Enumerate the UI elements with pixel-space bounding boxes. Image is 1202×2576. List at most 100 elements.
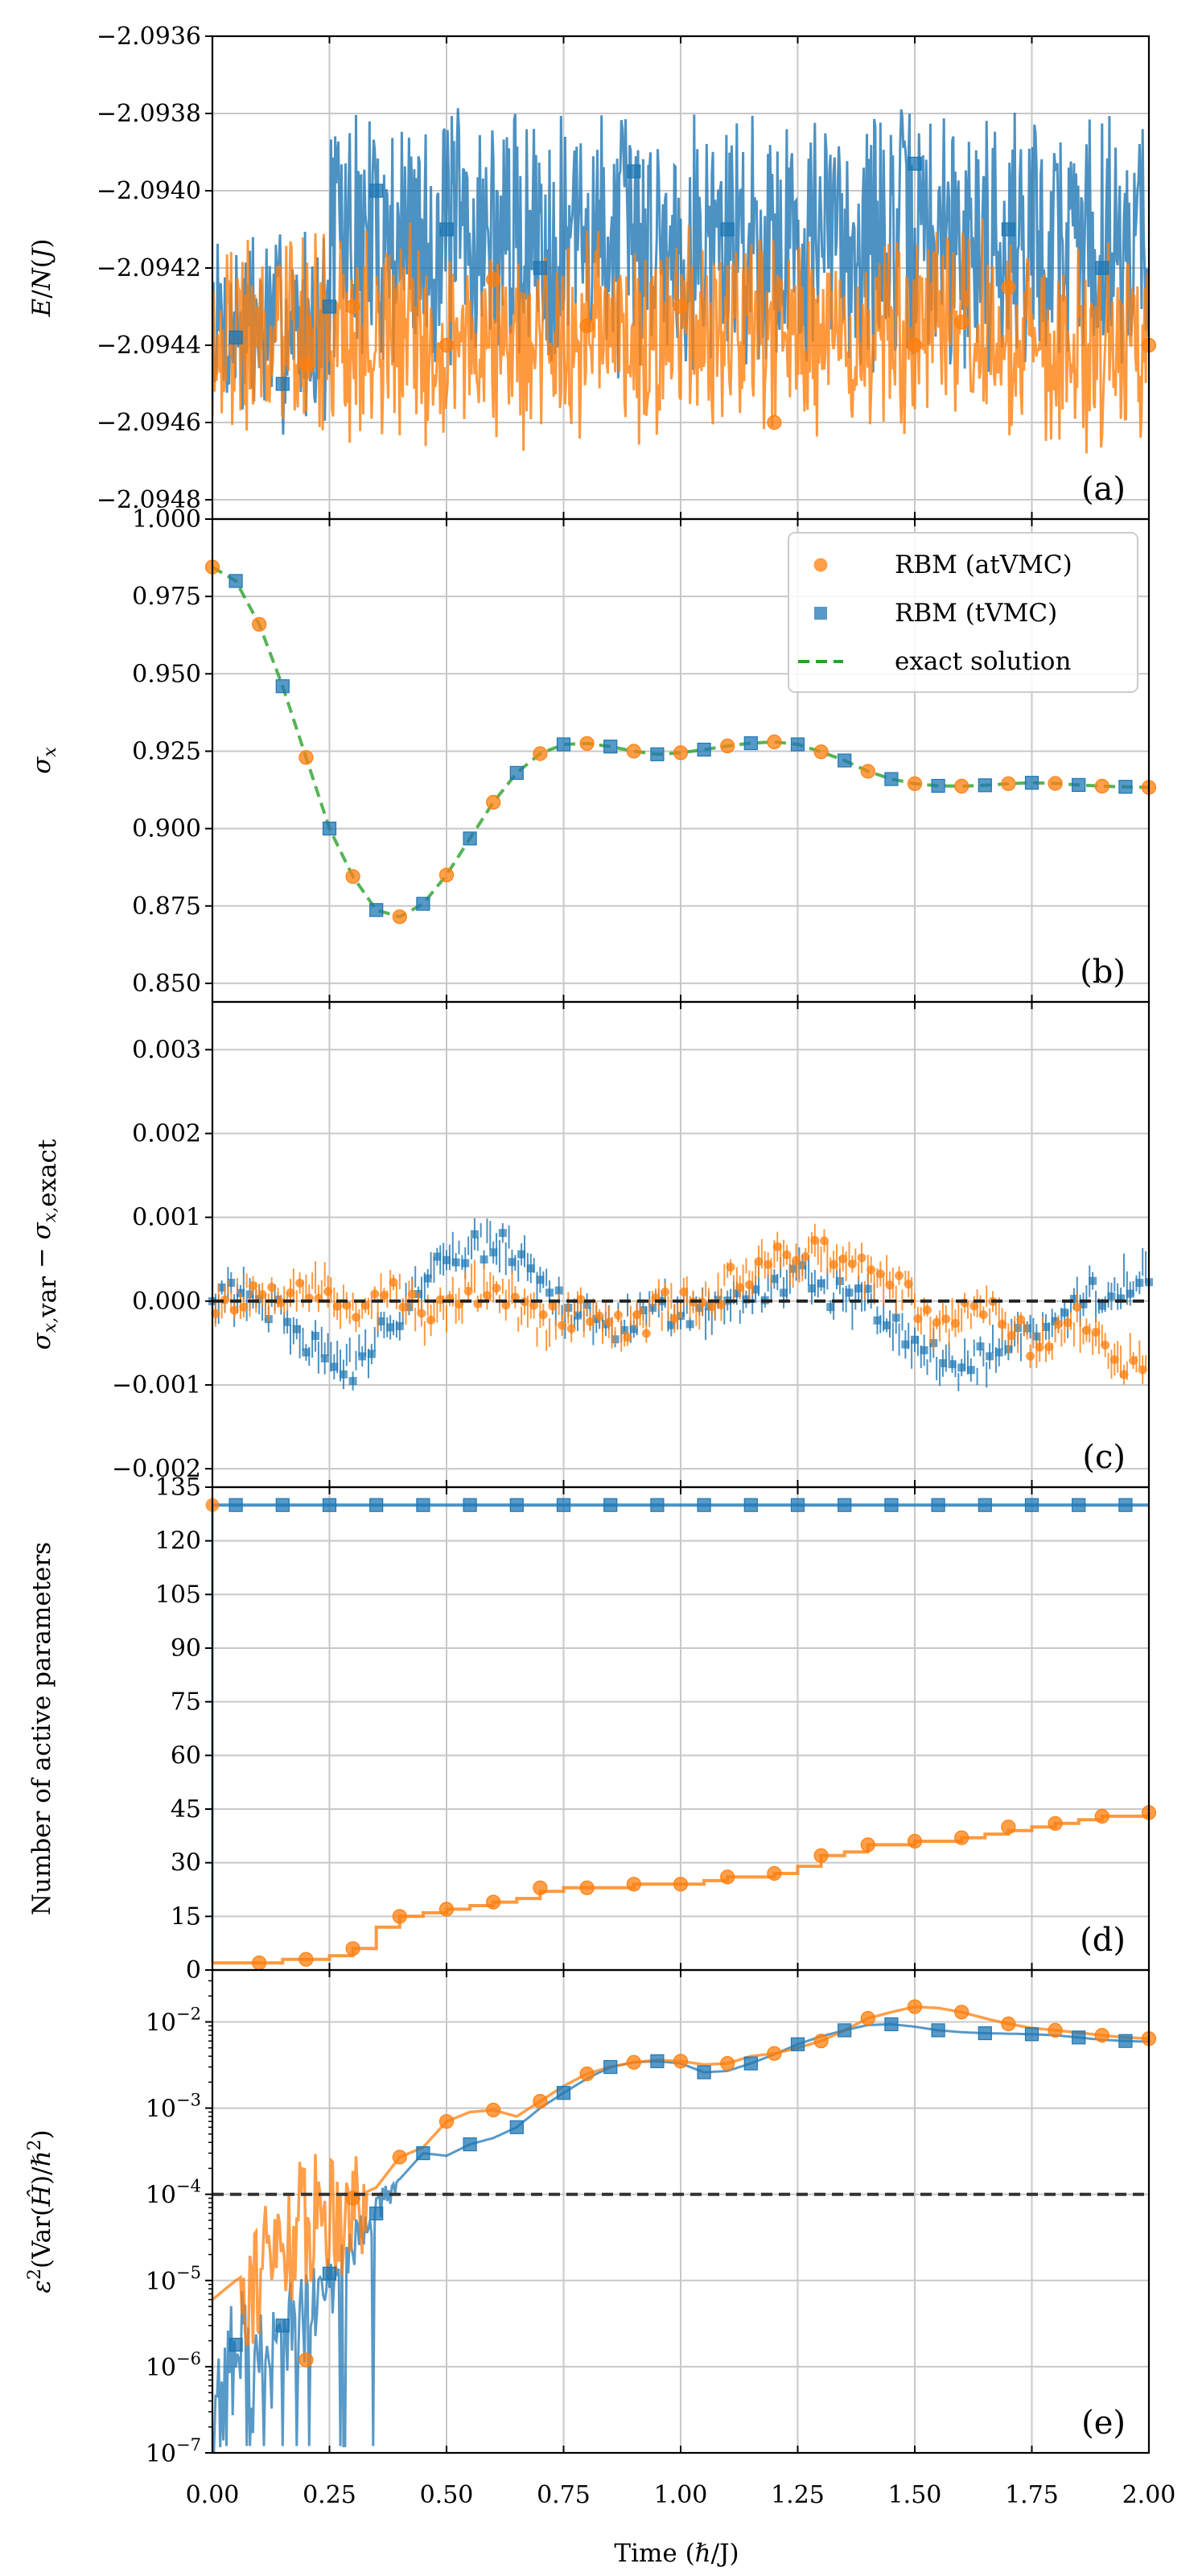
atvmc-point: [1101, 1340, 1110, 1350]
x-tick-label: 1.00: [654, 2481, 708, 2509]
atvmc-marker: [907, 1833, 923, 1849]
tvmc-point: [423, 1274, 432, 1283]
atvmc-marker: [1094, 1808, 1109, 1824]
tvmc-point: [1041, 1322, 1050, 1331]
tvmc-marker: [743, 1498, 758, 1512]
tvmc-marker: [884, 772, 899, 786]
tvmc-marker: [1072, 1498, 1086, 1512]
tvmc-marker: [931, 778, 945, 793]
tvmc-point: [901, 1340, 910, 1349]
tvmc-point: [395, 1321, 404, 1330]
panel-frame: [211, 1968, 1151, 2454]
atvmc-marker: [298, 1952, 314, 1967]
tvmc-point: [1069, 1295, 1078, 1304]
tvmc-point: [863, 1284, 872, 1293]
tvmc-point: [367, 1350, 376, 1358]
tvmc-marker: [416, 1498, 430, 1512]
y-tick-label: 0.950: [132, 660, 201, 688]
atvmc-energy-line: [212, 218, 1149, 454]
tvmc-marker: [1024, 776, 1039, 790]
atvmc-point: [211, 1309, 220, 1318]
tvmc-point: [986, 1352, 994, 1361]
atvmc-point: [978, 1310, 988, 1320]
atvmc-point: [1035, 1342, 1044, 1352]
tvmc-marker: [322, 821, 337, 836]
tvmc-marker: [1118, 1498, 1133, 1512]
y-tick-label: 0.003: [132, 1036, 201, 1064]
atvmc-point: [726, 1263, 735, 1272]
y-tick-label: 0.002: [132, 1120, 201, 1148]
tvmc-marker: [931, 2023, 945, 2038]
atvmc-marker: [860, 2010, 875, 2026]
tvmc-marker: [978, 778, 992, 793]
y-axis-label: Number of active parameters: [27, 1542, 56, 1915]
atvmc-marker: [533, 2094, 548, 2109]
atvmc-point: [923, 1305, 932, 1315]
atvmc-marker: [298, 750, 314, 765]
atvmc-point: [913, 1314, 923, 1324]
tvmc-marker: [275, 2318, 290, 2333]
atvmc-point: [417, 1309, 426, 1318]
atvmc-point: [323, 1287, 333, 1296]
tvmc-marker: [603, 1498, 618, 1512]
tvmc-marker: [790, 737, 805, 752]
tvmc-marker: [1001, 222, 1016, 237]
tvmc-marker: [650, 1498, 665, 1512]
y-tick-label: 0.001: [132, 1204, 201, 1232]
y-tick-label: 0: [186, 1956, 201, 1985]
atvmc-point: [838, 1254, 848, 1263]
tvmc-marker: [884, 2017, 899, 2031]
tvmc-marker: [228, 2338, 243, 2352]
atvmc-point: [1072, 1302, 1082, 1312]
y-tick-label: −2.0948: [97, 486, 201, 514]
y-tick-label: −2.0946: [97, 409, 201, 437]
tvmc-marker: [931, 1498, 945, 1512]
y-tick-label: −0.001: [112, 1371, 201, 1399]
tvmc-marker: [228, 574, 243, 588]
tvmc-point: [311, 1332, 320, 1341]
atvmc-point: [950, 1318, 960, 1328]
exact-solution-line: [211, 565, 1150, 919]
atvmc-point: [819, 1236, 829, 1246]
atvmc-marker: [626, 2055, 641, 2070]
y-tick-label: 30: [171, 1849, 201, 1877]
tvmc-point: [770, 1275, 779, 1284]
atvmc-marker: [486, 794, 501, 810]
atvmc-marker: [767, 2046, 782, 2061]
tvmc-marker: [439, 222, 454, 237]
atvmc-point: [1016, 1315, 1026, 1325]
atvmc-marker: [813, 744, 829, 760]
tvmc-marker: [1024, 2027, 1039, 2042]
atvmc-point: [1026, 1351, 1035, 1361]
tvmc-point: [966, 1366, 975, 1375]
atvmc-marker: [345, 1941, 360, 1956]
legend-label: RBM (tVMC): [895, 599, 1057, 628]
atvmc-marker: [252, 616, 267, 632]
tvmc-point: [629, 1325, 638, 1333]
atvmc-point: [548, 1301, 558, 1311]
x-axis-label: Time (ℏ/J): [614, 2539, 739, 2568]
atvmc-point: [1053, 1320, 1063, 1329]
atvmc-marker: [438, 2114, 455, 2129]
atvmc-marker: [720, 738, 735, 754]
tvmc-marker: [369, 903, 384, 917]
tvmc-marker: [1072, 777, 1086, 793]
tvmc-point: [732, 1289, 741, 1298]
atvmc-point: [613, 1310, 623, 1320]
atvmc-point: [1129, 1356, 1138, 1366]
y-tick-label: 1.000: [132, 505, 201, 534]
tvmc-marker: [416, 896, 430, 911]
atvmc-marker: [438, 1902, 455, 1917]
atvmc-marker: [673, 2054, 689, 2069]
tvmc-marker: [697, 1498, 711, 1512]
legend-box: [788, 532, 1138, 693]
tvmc-point: [227, 1279, 236, 1288]
x-tick-label: 0.75: [537, 2481, 591, 2509]
atvmc-point: [1044, 1342, 1054, 1352]
tvmc-marker: [369, 183, 384, 198]
atvmc-marker: [298, 357, 314, 373]
tvmc-marker: [228, 1498, 243, 1512]
tvmc-point: [443, 1255, 451, 1264]
y-axis-label: σx: [27, 747, 60, 774]
x-tick-label: 1.50: [888, 2481, 942, 2509]
